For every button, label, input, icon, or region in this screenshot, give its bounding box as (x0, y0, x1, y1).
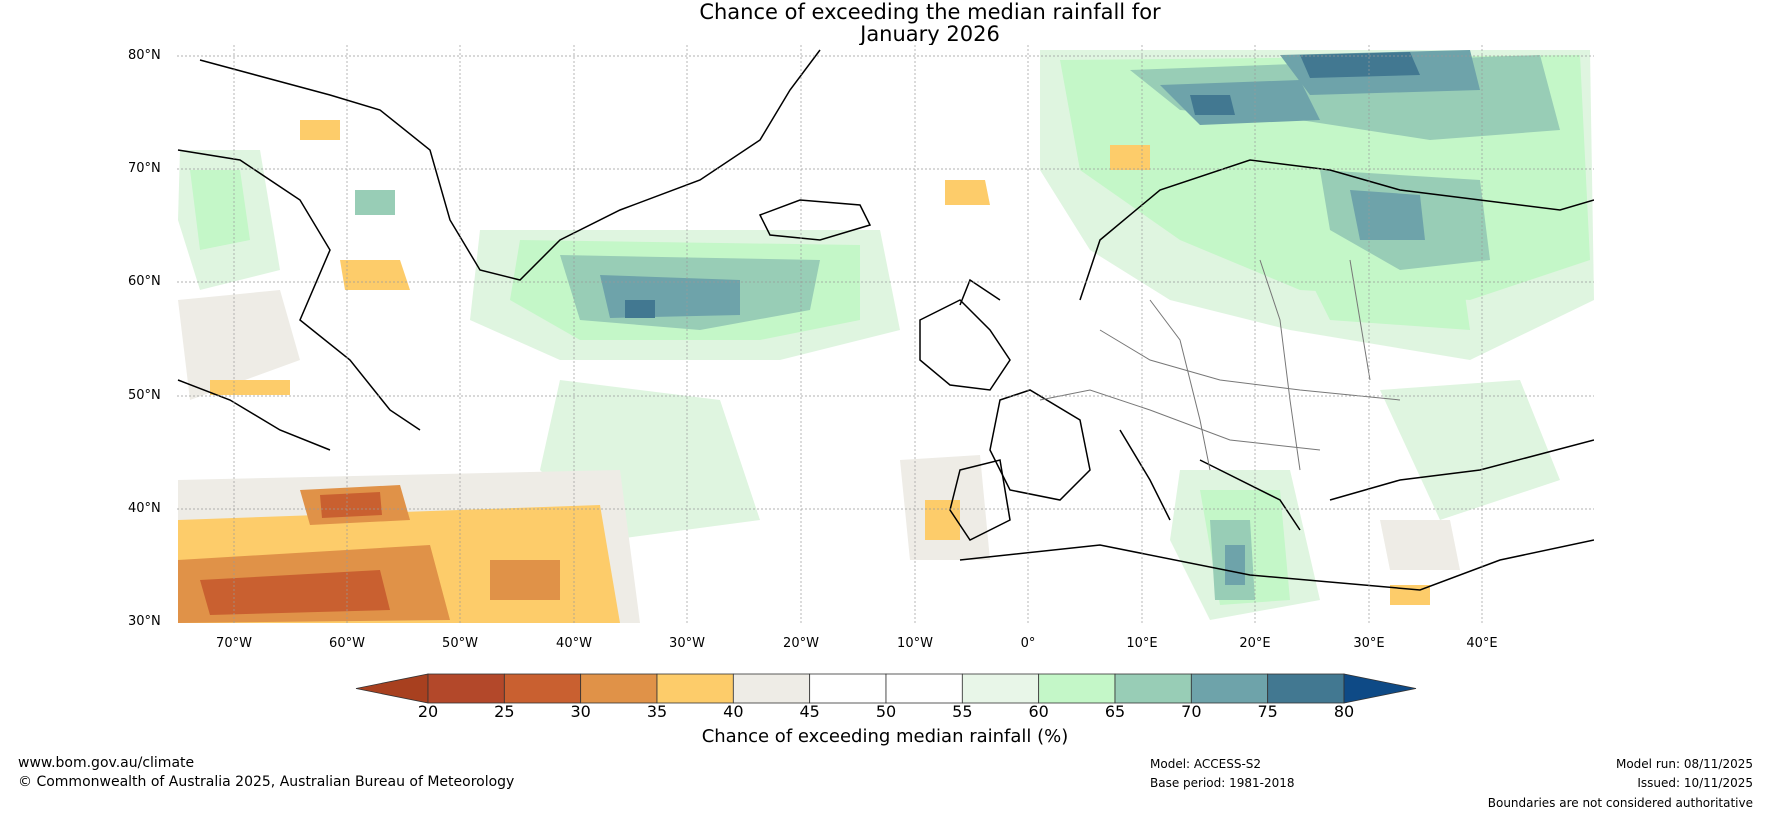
lat-label-50n: 50°N (128, 388, 161, 403)
lon-label-40e: 40°E (1466, 636, 1498, 651)
lon-label-50w: 50°W (442, 636, 478, 651)
colorbar-segment (1267, 673, 1345, 704)
colorbar-segment (732, 673, 811, 704)
lat-label-60n: 60°N (128, 274, 161, 289)
lat-label-30n: 30°N (128, 614, 161, 629)
lon-label-10e: 10°E (1126, 636, 1158, 651)
lat-label-80n: 80°N (128, 48, 161, 63)
colorbar-segment (885, 673, 963, 704)
colorbar-segment (580, 673, 658, 704)
lon-label-30e: 30°E (1353, 636, 1385, 651)
lon-label-10w: 10°W (897, 636, 933, 651)
colorbar-segment (427, 673, 505, 704)
colorbar-tick-label: 45 (799, 702, 820, 721)
lon-label-20e: 20°E (1239, 636, 1271, 651)
website-text: www.bom.gov.au/climate (18, 755, 195, 771)
graticule (177, 45, 1594, 623)
colorbar-tick-label: 65 (1104, 702, 1126, 721)
field-75-80 (625, 52, 1420, 318)
lon-label-20w: 20°W (783, 636, 819, 651)
colorbar-tick-label: 20 (417, 702, 439, 721)
field-25-30 (200, 492, 390, 615)
colorbar-tick-label: 50 (875, 702, 897, 721)
rainfall-probability-field (177, 45, 1594, 623)
lon-label-0: 0° (1020, 636, 1036, 651)
lon-label-30w: 30°W (669, 636, 705, 651)
colorbar-tick-label: 30 (570, 702, 591, 721)
lon-label-70w: 70°W (216, 636, 252, 651)
colorbar-tick-label: 80 (1333, 702, 1355, 721)
colorbar-tick-label: 55 (952, 702, 973, 721)
colorbar-tick-label: 60 (1028, 702, 1049, 721)
lat-label-70n: 70°N (128, 161, 161, 176)
lon-label-40w: 40°W (556, 636, 592, 651)
disclaimer-text: Boundaries are not considered authoritat… (1487, 796, 1753, 810)
model-text: Model: ACCESS-S2 (1150, 757, 1262, 771)
colorbar-extend-low (355, 673, 429, 704)
base-period-text: Base period: 1981-2018 (1150, 776, 1295, 790)
colorbar-label: Chance of exceeding median rainfall (%) (701, 726, 1069, 747)
model-run-text: Model run: 08/11/2025 (1615, 757, 1753, 771)
colorbar-tick-label: 75 (1257, 702, 1278, 721)
colorbar-tick-label: 35 (646, 702, 668, 721)
colorbar-segment (1114, 673, 1192, 704)
copyright-text: © Commonwealth of Australia 2025, Austra… (18, 774, 515, 790)
issued-text: Issued: 10/11/2025 (1637, 776, 1753, 790)
colorbar-segment (1190, 673, 1269, 704)
country-borders (1039, 259, 1401, 471)
colorbar-segment (503, 673, 582, 704)
colorbar-segment (809, 673, 887, 704)
colorbar-extend-high (1343, 673, 1417, 704)
map-title-line1: Chance of exceeding the median rainfall … (699, 0, 1161, 24)
coastlines (177, 49, 1594, 591)
colorbar-tick-label: 40 (723, 702, 744, 721)
colorbar-tick-label: 70 (1181, 702, 1202, 721)
colorbar-tick-label: 25 (494, 702, 515, 721)
lon-label-60w: 60°W (329, 636, 365, 651)
colorbar-segment (961, 673, 1040, 704)
map-title-line2: January 2026 (860, 22, 1000, 46)
lat-label-40n: 40°N (128, 501, 161, 516)
colorbar-segment (1038, 673, 1116, 704)
colorbar-segment (656, 673, 734, 704)
